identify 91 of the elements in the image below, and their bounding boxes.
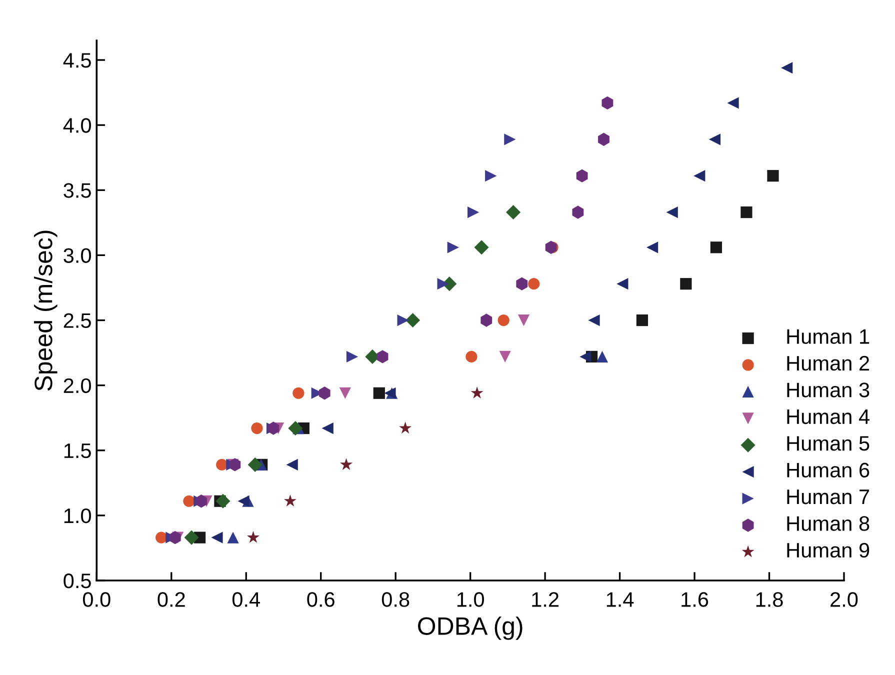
point xyxy=(588,314,600,326)
point xyxy=(216,458,228,471)
legend-label: Human 4 xyxy=(787,410,870,424)
legend-label: Human 7 xyxy=(787,490,870,504)
x-tick-label: 1.6 xyxy=(682,592,708,607)
point xyxy=(504,134,516,146)
point xyxy=(506,204,521,220)
point xyxy=(183,495,195,507)
point xyxy=(339,387,351,399)
point xyxy=(518,314,530,326)
point xyxy=(516,277,528,290)
x-tick-label: 1.2 xyxy=(532,592,558,607)
point xyxy=(288,420,303,436)
point xyxy=(499,350,511,363)
point xyxy=(216,494,230,508)
point xyxy=(572,206,584,219)
point xyxy=(399,422,412,434)
y-tick-label: 4.0 xyxy=(63,118,91,133)
point xyxy=(710,242,722,254)
point xyxy=(708,134,721,146)
point xyxy=(485,170,497,182)
point xyxy=(397,314,409,326)
point xyxy=(498,314,510,326)
point xyxy=(184,530,199,545)
point xyxy=(248,457,262,472)
point xyxy=(468,206,480,218)
y-tick-label: 3.5 xyxy=(64,183,91,198)
legend-label: Human 3 xyxy=(787,382,870,398)
point xyxy=(727,97,739,109)
point xyxy=(480,314,492,327)
legend-label: Human 2 xyxy=(787,356,870,371)
point xyxy=(346,350,358,363)
x-tick-label: 1.8 xyxy=(756,592,783,607)
x-tick-label: 2.0 xyxy=(830,592,858,607)
legend-label: Human 6 xyxy=(787,462,870,478)
point xyxy=(238,495,250,507)
y-tick-label: 0.5 xyxy=(64,574,91,588)
x-tick-label: 0.4 xyxy=(232,592,260,607)
y-tick-label: 1.0 xyxy=(64,508,91,524)
point xyxy=(169,530,181,544)
point xyxy=(470,386,484,398)
point xyxy=(318,386,330,400)
point xyxy=(227,532,239,544)
point xyxy=(576,169,588,182)
point xyxy=(373,387,385,399)
point xyxy=(474,240,489,255)
point xyxy=(155,532,168,544)
point xyxy=(616,278,628,290)
point xyxy=(767,170,779,182)
point xyxy=(781,62,793,74)
y-tick-label: 2.0 xyxy=(64,378,91,394)
legend-label: Human 1 xyxy=(787,329,870,344)
legend-label: Human 9 xyxy=(787,542,870,558)
point xyxy=(286,458,298,471)
x-tick-label: 1.4 xyxy=(606,592,634,607)
point xyxy=(246,530,260,543)
point xyxy=(211,532,223,544)
x-tick-label: 0.2 xyxy=(158,592,185,607)
point xyxy=(636,314,648,326)
x-tick-label: 0.0 xyxy=(82,592,110,607)
point xyxy=(694,170,706,182)
y-tick-label: 4.5 xyxy=(63,53,91,68)
point xyxy=(740,206,752,218)
point xyxy=(322,422,334,434)
point xyxy=(680,278,692,290)
y-axis-title: Speed (m/sec) xyxy=(34,230,58,391)
point xyxy=(437,278,449,290)
x-axis-title: ODBA (g) xyxy=(418,616,522,640)
point xyxy=(340,458,353,470)
x-tick-label: 0.8 xyxy=(382,592,410,607)
x-tick-label: 1.0 xyxy=(457,592,484,607)
y-tick-label: 3.0 xyxy=(64,248,91,263)
point xyxy=(405,312,420,328)
point xyxy=(284,494,296,506)
point xyxy=(580,350,592,363)
point xyxy=(466,350,478,363)
x-tick-label: 0.6 xyxy=(307,592,334,607)
point xyxy=(292,387,304,399)
point xyxy=(602,96,614,110)
legend-label: Human 5 xyxy=(787,436,870,451)
point xyxy=(447,242,459,254)
point xyxy=(528,278,540,290)
y-tick-label: 2.5 xyxy=(64,313,91,328)
point xyxy=(598,132,610,146)
y-tick-label: 1.5 xyxy=(64,444,91,458)
point xyxy=(251,422,263,434)
point xyxy=(666,206,678,218)
legend-label: Human 8 xyxy=(787,516,870,531)
point xyxy=(376,350,388,364)
point xyxy=(596,350,608,363)
point xyxy=(646,242,658,254)
